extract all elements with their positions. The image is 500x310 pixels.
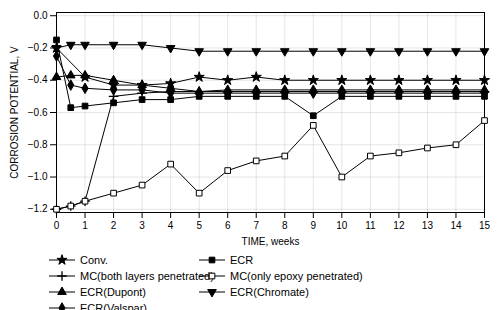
svg-text:7: 7 <box>253 220 259 231</box>
svg-text:15: 15 <box>479 220 491 231</box>
svg-text:2: 2 <box>111 220 117 231</box>
html-text:Conv.: Conv. <box>80 254 108 266</box>
svg-text:9: 9 <box>311 220 317 231</box>
svg-text:0.0: 0.0 <box>34 10 48 21</box>
html-text:ECR(Chromate): ECR(Chromate) <box>230 286 309 298</box>
svg-text:0: 0 <box>54 220 60 231</box>
svg-text:11: 11 <box>365 220 376 231</box>
svg-text:13: 13 <box>422 220 434 231</box>
svg-text:1: 1 <box>82 220 88 231</box>
svg-text:10: 10 <box>336 220 348 231</box>
svg-text:−1.0: −1.0 <box>28 171 48 182</box>
svg-text:4: 4 <box>168 220 174 231</box>
svg-text:6: 6 <box>225 220 231 231</box>
svg-text:14: 14 <box>450 220 462 231</box>
html-text:ECR: ECR <box>230 254 254 266</box>
svg-text:TIME, weeks: TIME, weeks <box>242 236 300 247</box>
html-text:MC(only epoxy penetrated): MC(only epoxy penetrated) <box>230 270 363 282</box>
svg-text:−0.6: −0.6 <box>28 107 48 118</box>
svg-text:5: 5 <box>196 220 202 231</box>
svg-text:3: 3 <box>139 220 145 231</box>
svg-text:−0.4: −0.4 <box>28 74 48 85</box>
svg-text:−0.8: −0.8 <box>28 139 48 150</box>
svg-text:−1.2: −1.2 <box>28 203 48 214</box>
svg-text:−0.2: −0.2 <box>28 42 48 53</box>
html-text:ECR(Dupont): ECR(Dupont) <box>80 286 146 298</box>
html-text:MC(both layers penetrated): MC(both layers penetrated) <box>80 270 214 282</box>
svg-text:8: 8 <box>282 220 288 231</box>
svg-text:12: 12 <box>393 220 405 231</box>
svg-text:CORROSION POTENTIAL, V: CORROSION POTENTIAL, V <box>9 46 20 179</box>
